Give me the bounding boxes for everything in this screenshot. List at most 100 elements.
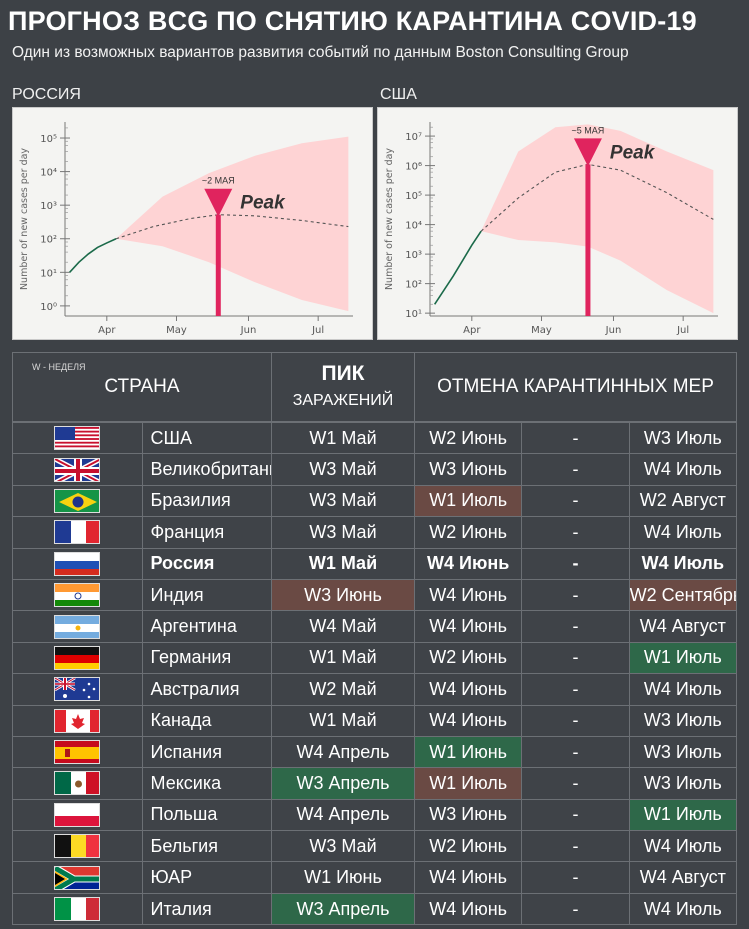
russia-peak-bar [215,214,221,316]
peak-infection: W1 Май [271,547,415,580]
usa-confidence-band [481,124,714,314]
page-subtitle: Один из возможных вариантов развития соб… [12,44,629,61]
russia-y-tick-label: 10¹ [40,268,57,279]
lift-end: W4 Август [628,610,738,643]
india-flag-icon [54,583,101,608]
usa-chart-svg: 10¹ 10² 10³ 10⁴ 10⁵ 10⁶ 10⁷ Apr May Jun Jul Number … [384,122,718,336]
table-row: Россия W1 Май W4 Июнь - W4 Июль [12,547,738,580]
russia-y-tick-label: 10⁵ [40,134,57,145]
country-name: Франция [141,516,272,549]
belgium-flag-icon [54,834,101,859]
range-dash: - [521,453,630,486]
peak-infection: W3 Май [271,453,415,486]
lift-end: W1 Июль [628,641,738,675]
canada-flag-icon [54,708,101,733]
peak-infection: W3 Апрель [271,767,415,800]
lift-start: W2 Июнь [413,421,523,455]
lift-start: W1 Июль [413,767,523,800]
usa-y-tick-label: 10⁵ [405,191,422,202]
flag-cell [12,673,143,706]
russia-flag-icon [54,551,101,576]
russia-y-axis-label: Number of new cases per day [19,148,30,290]
flag-cell [12,892,143,926]
lift-end: W4 Июль [628,892,738,926]
header-peak-top: ПИК [321,362,365,385]
lift-start: W2 Июнь [413,830,523,863]
lift-start: W1 Июнь [413,735,523,769]
flag-cell [12,861,143,894]
table-row: Австралия W2 Май W4 Июнь - W4 Июль [12,673,738,706]
usa-y-tick-label: 10⁶ [405,162,422,173]
poland-flag-icon [54,802,101,827]
usa-chart-label: США [380,86,417,103]
russia-actual-line [69,238,117,273]
lift-end: W2 Сентябрь [628,578,738,612]
russia-chart-svg: 10⁰ 10¹ 10² 10³ 10⁴ 10⁵ Apr May Jun Jul Number of … [19,122,353,336]
lift-start: W3 Июнь [413,453,523,486]
peak-infection: W3 Май [271,830,415,863]
russia-y-tick-label: 10³ [40,201,57,212]
lift-start: W4 Июнь [413,578,523,612]
header-lift-label: ОТМЕНА КАРАНТИННЫХ МЕР [437,376,714,397]
header-country: СТРАНА [12,352,272,422]
lift-end: W3 Июль [628,704,738,737]
country-name: США [141,421,272,455]
range-dash: - [521,547,630,580]
usa-y-tick-label: 10¹ [405,309,422,320]
russia-x-tick-label: May [166,325,187,336]
week-note: W - НЕДЕЛЯ [32,362,86,372]
peak-infection: W1 Июнь [271,861,415,894]
russia-chart: 10⁰ 10¹ 10² 10³ 10⁴ 10⁵ Apr May Jun Jul Number of … [12,107,373,340]
flag-cell [12,798,143,832]
russia-y-tick-label: 10² [40,235,57,246]
range-dash: - [521,892,630,926]
country-name: Германия [141,641,272,675]
lift-end: W4 Июль [628,547,738,580]
spain-flag-icon [54,740,101,765]
header-peak-bottom: ЗАРАЖЕНИЙ [292,392,394,409]
peak-infection: W3 Май [271,484,415,518]
table-header-row: СТРАНА ПИК ЗАРАЖЕНИЙ ОТМЕНА КАРАНТИННЫХ … [12,352,737,422]
usa-y-tick-label: 10³ [405,250,422,261]
russia-peak-triangle [204,188,233,217]
usa-y-tick-label: 10⁴ [405,221,422,232]
lift-end: W3 Июль [628,421,738,455]
south-africa-flag-icon [54,865,101,890]
usa-y-tick-label: 10⁷ [405,132,422,143]
flag-cell [12,610,143,643]
mexico-flag-icon [54,771,101,796]
usa-chart: 10¹ 10² 10³ 10⁴ 10⁵ 10⁶ 10⁷ Apr May Jun Jul Number … [377,107,738,340]
forecast-table: W - НЕДЕЛЯ СТРАНА ПИК ЗАРАЖЕНИЙ ОТМЕНА К… [12,352,738,926]
table-row: Канада W1 Май W4 Июнь - W3 Июль [12,704,738,737]
lift-end: W3 Июль [628,735,738,769]
flag-cell [12,578,143,612]
range-dash: - [521,861,630,894]
range-dash: - [521,421,630,455]
flag-cell [12,830,143,863]
country-name: Мексика [141,767,272,800]
country-name: Испания [141,735,272,769]
flag-cell [12,641,143,675]
country-name: Австралия [141,673,272,706]
peak-infection: W3 Апрель [271,892,415,926]
lift-end: W4 Июль [628,516,738,549]
lift-end: W1 Июль [628,798,738,832]
table-row: Испания W4 Апрель W1 Июнь - W3 Июль [12,735,738,769]
table-row: Германия W1 Май W2 Июнь - W1 Июль [12,641,738,675]
usa-actual-line [433,230,482,305]
lift-start: W4 Июнь [413,547,523,580]
table-row: Бразилия W3 Май W1 Июль - W2 Август [12,484,738,518]
italy-flag-icon [54,897,101,922]
table-row: Польша W4 Апрель W3 Июнь - W1 Июль [12,798,738,832]
country-name: Индия [141,578,272,612]
lift-end: W4 Июль [628,830,738,863]
range-dash: - [521,484,630,518]
peak-infection: W4 Апрель [271,735,415,769]
brazil-flag-icon [54,488,101,513]
usa-peak-triangle [573,138,602,167]
flag-cell [12,516,143,549]
range-dash: - [521,610,630,643]
russia-y-tick-label: 10⁰ [40,302,57,313]
russia-confidence-band [116,136,349,312]
